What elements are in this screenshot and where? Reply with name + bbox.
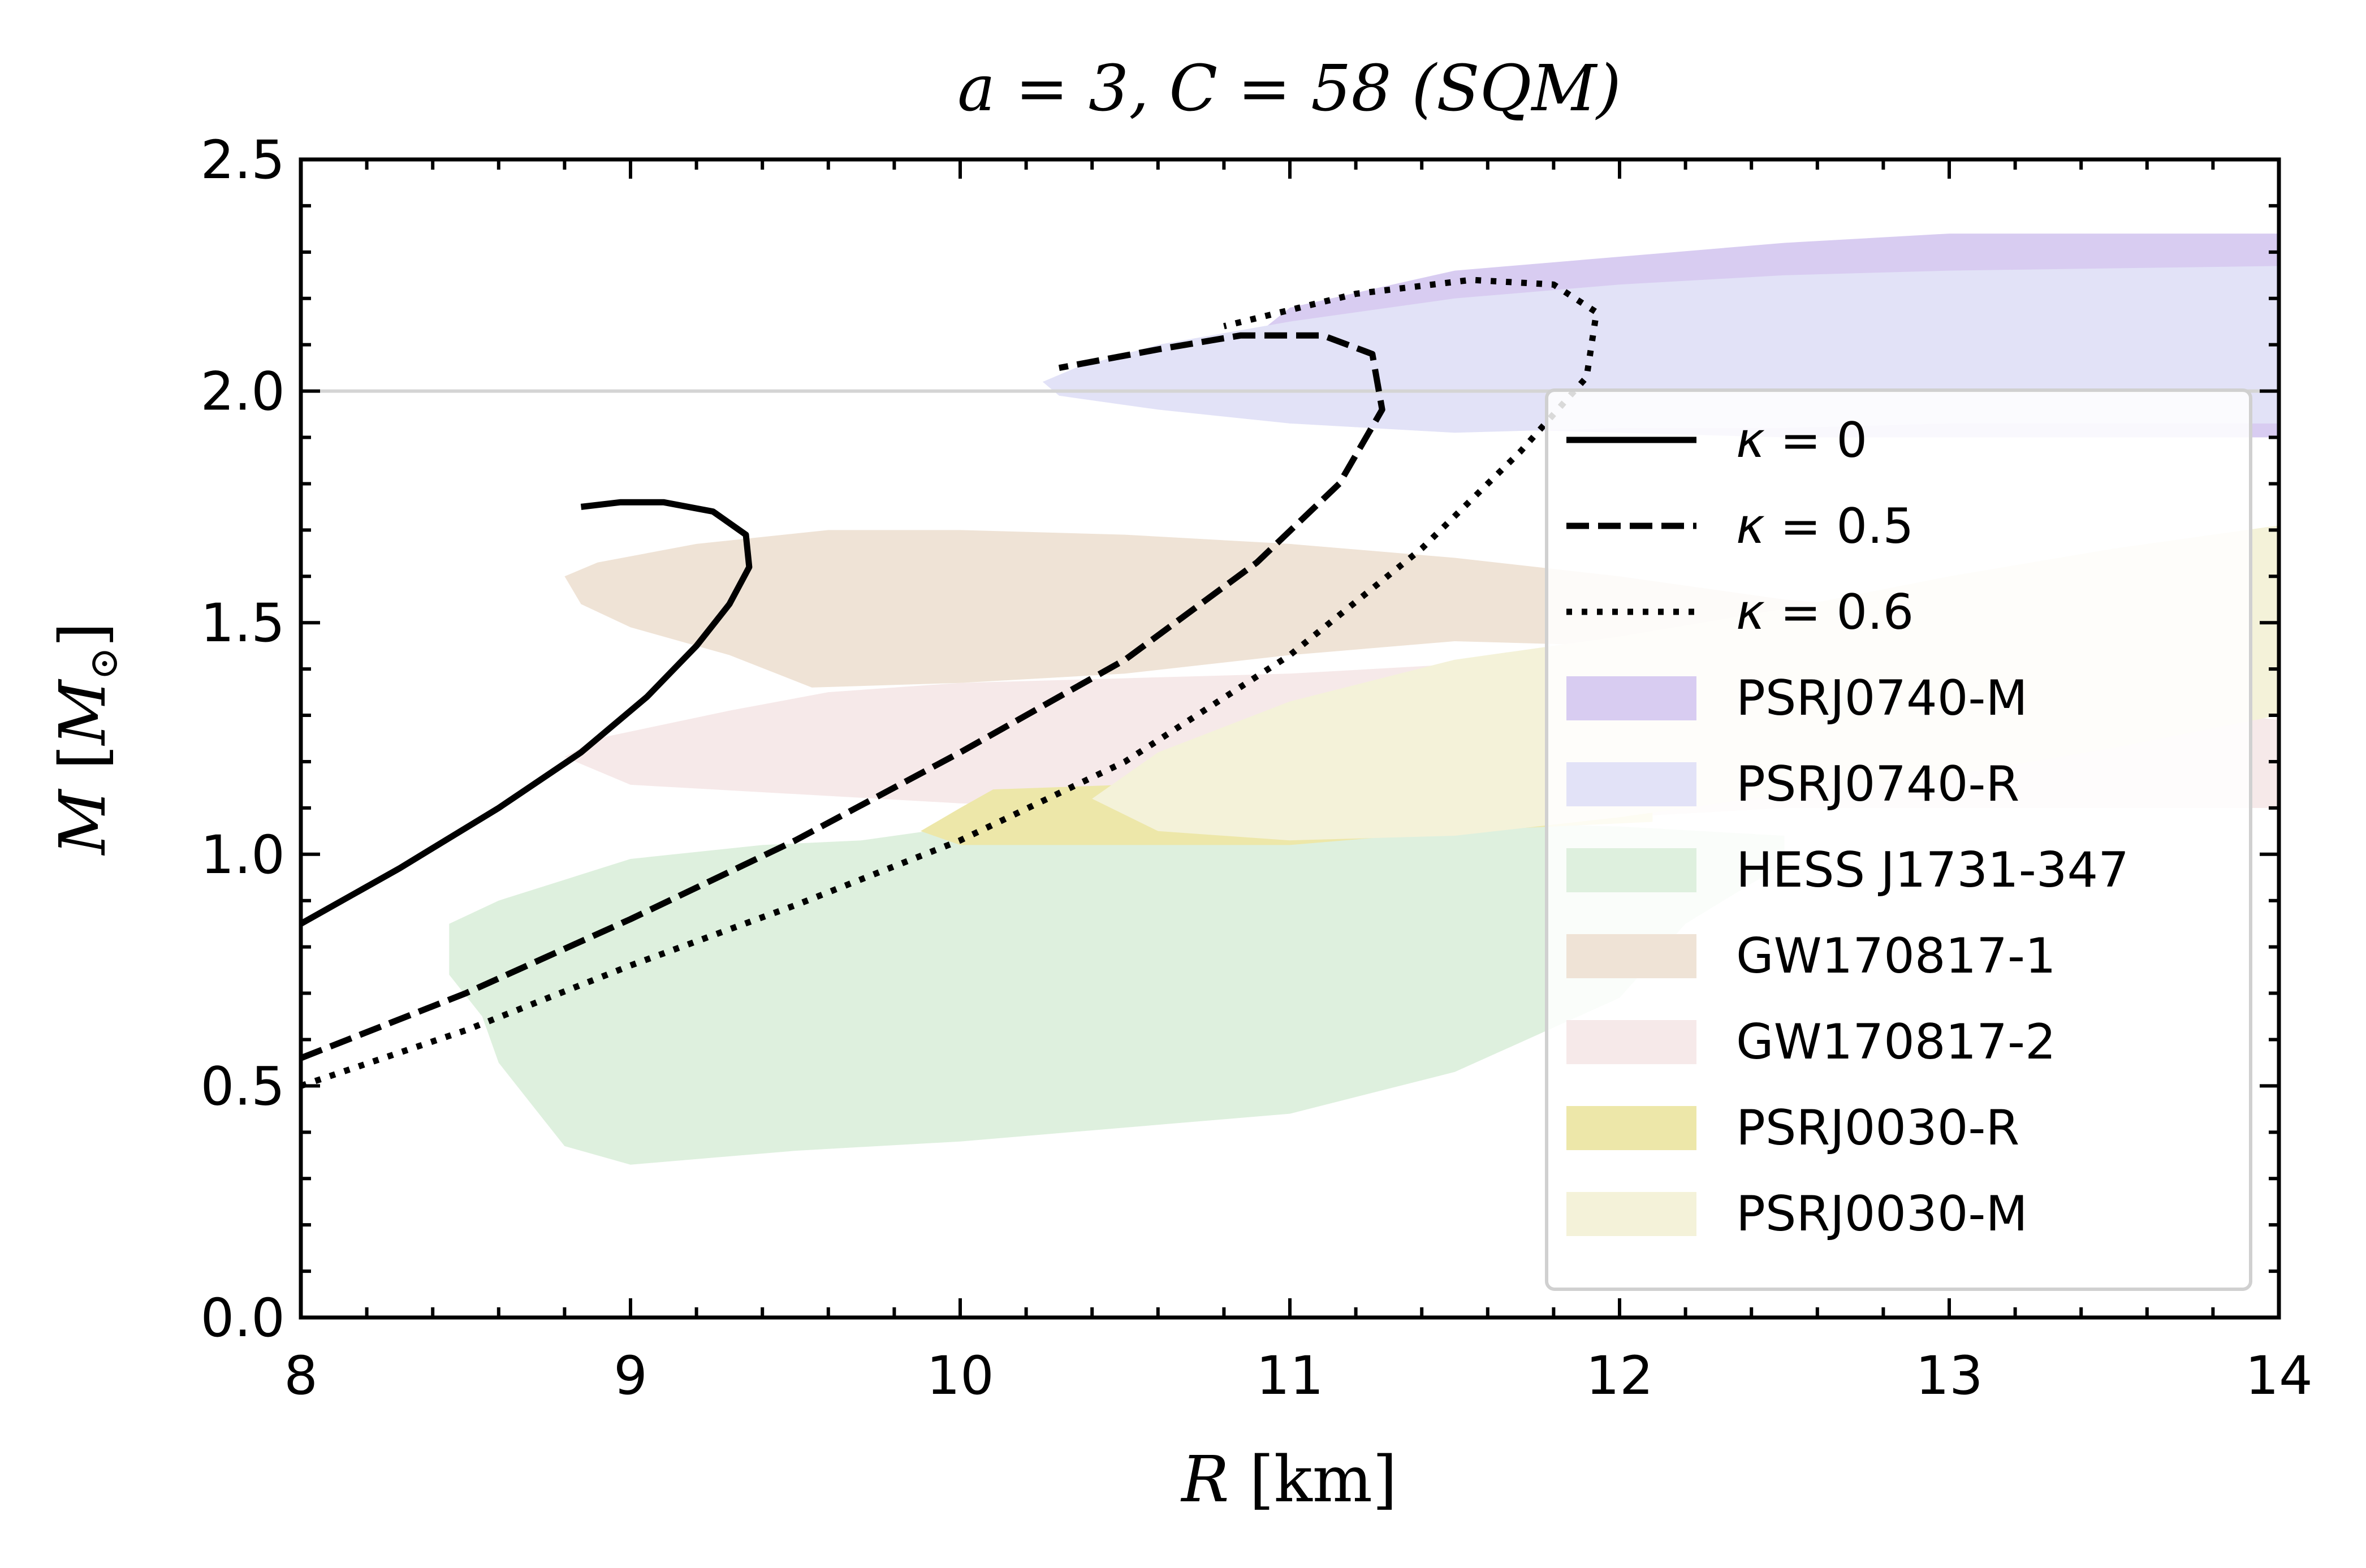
- series-line-kappa-0-5: [301, 332, 1385, 1061]
- x-tick-label: 13: [1915, 1345, 1983, 1407]
- legend-label: PSRJ0740-R: [1736, 756, 2019, 813]
- legend: κ = 0 κ = 0.5 κ = 0.6 PSRJ0740-M PSRJ0740-R H…: [1545, 388, 2252, 1291]
- x-tick-label: 12: [1586, 1345, 1653, 1407]
- x-tick-label: 8: [284, 1345, 318, 1407]
- x-tick-label: 10: [926, 1345, 994, 1407]
- y-tick-label: 0.5: [201, 1056, 286, 1117]
- y-tick-label: 0.0: [201, 1288, 286, 1349]
- legend-swatch-psrj0740-m: [1566, 676, 1696, 720]
- region-hess-j1731-347: [449, 822, 1785, 1165]
- legend-swatch-psrj0030-r: [1566, 1106, 1696, 1150]
- x-tick-label: 14: [2245, 1345, 2313, 1407]
- legend-swatch-hess-j1731-347: [1566, 848, 1696, 892]
- legend-swatch-gw170817-2: [1566, 1020, 1696, 1064]
- series-line-kappa-0-6: [301, 277, 1600, 1089]
- y-tick-label: 2.5: [201, 129, 286, 191]
- legend-label: κ = 0.5: [1736, 498, 1914, 555]
- legend-swatch-psrj0030-m: [1566, 1192, 1696, 1236]
- axis-ticks: 8 9 10 11 12 13 14 0.0 0.5 1.0 1.5 2.0 2.5: [201, 129, 2313, 1407]
- y-axis-label: M [M⊙]: [46, 622, 127, 856]
- y-tick-label: 1.5: [201, 593, 286, 654]
- legend-label: κ = 0: [1736, 412, 1867, 469]
- series-line-kappa-0: [301, 499, 753, 927]
- x-tick-label: 9: [614, 1345, 647, 1407]
- legend-label: GW170817-2: [1736, 1014, 2056, 1070]
- y-tick-label: 1.0: [201, 824, 286, 886]
- eos-curves: [301, 277, 1600, 1089]
- y-tick-label: 2.0: [201, 361, 286, 423]
- legend-frame: [1545, 388, 2252, 1291]
- chart-title: a = 3, C = 58 (SQM): [957, 52, 1621, 126]
- legend-swatch-psrj0740-r: [1566, 762, 1696, 806]
- legend-swatch-gw170817-1: [1566, 934, 1696, 978]
- legend-label: PSRJ0030-R: [1736, 1100, 2019, 1156]
- x-tick-label: 11: [1256, 1345, 1324, 1407]
- legend-label: HESS J1731-347: [1736, 842, 2129, 899]
- legend-label: κ = 0.6: [1736, 584, 1914, 641]
- legend-label: PSRJ0740-M: [1736, 670, 2028, 727]
- legend-label: GW170817-1: [1736, 928, 2056, 984]
- legend-label: PSRJ0030-M: [1736, 1186, 2028, 1242]
- x-axis-label: R [km]: [1180, 1443, 1397, 1517]
